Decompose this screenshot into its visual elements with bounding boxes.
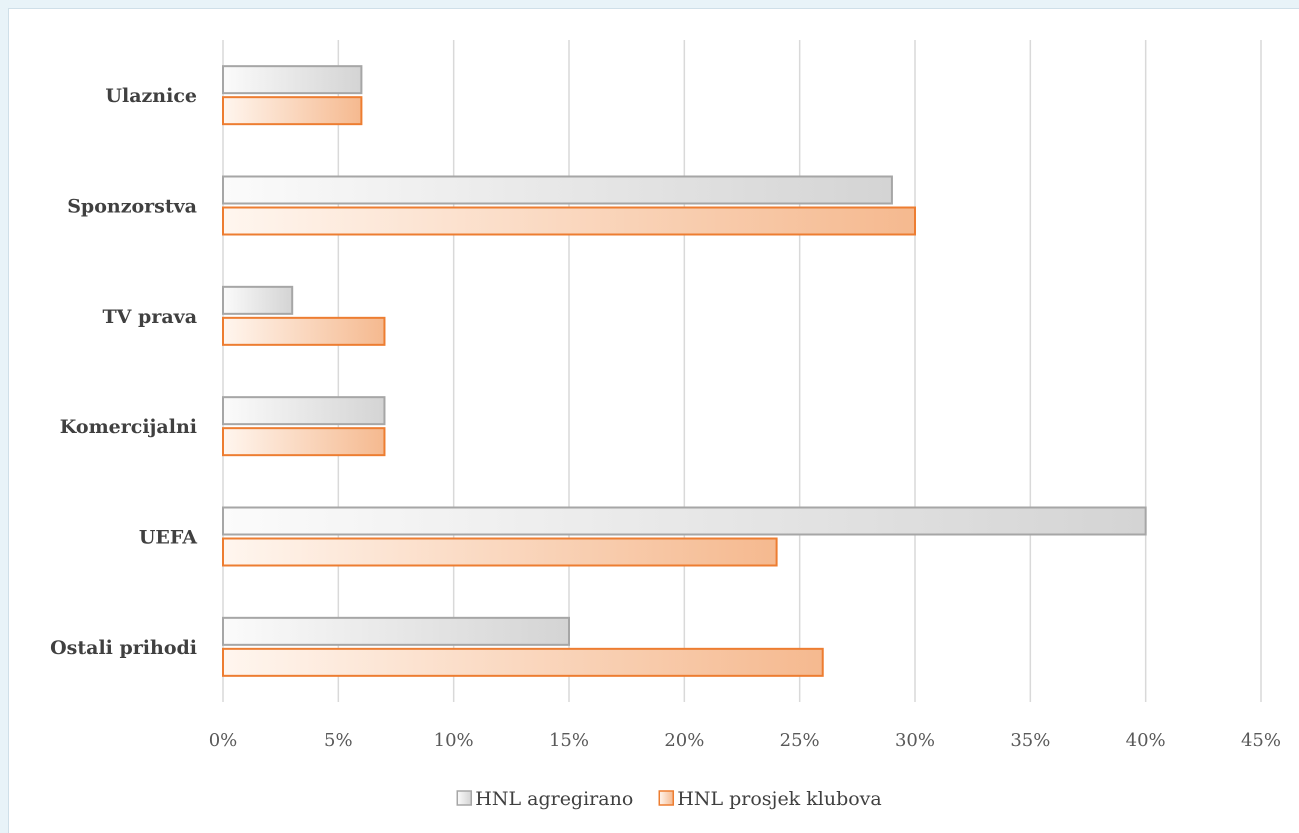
category-label: UEFA: [139, 527, 197, 549]
legend-label: HNL prosjek klubova: [677, 788, 881, 810]
x-tick-label: 30%: [895, 730, 935, 751]
x-tick-label: 25%: [780, 730, 820, 751]
x-tick-label: 45%: [1241, 730, 1281, 751]
bar-hnl-agregirano: [222, 285, 294, 315]
x-tick-label: 15%: [549, 730, 589, 751]
legend-item: HNL prosjek klubova: [658, 788, 882, 810]
category-label: Komercijalni: [60, 416, 197, 438]
bar-hnl-agregirano: [222, 506, 1147, 536]
bar-hnl-prosjek-klubova: [222, 96, 363, 126]
legend-item: HNL agregirano: [456, 788, 633, 810]
bar-hnl-prosjek-klubova: [222, 316, 386, 346]
gridlines: [222, 40, 1262, 702]
x-tick-label: 5%: [324, 730, 353, 751]
x-tick-label: 35%: [1010, 730, 1050, 751]
category-labels: Ulaznice Sponzorstva TV prava Komercijalni U…: [50, 85, 197, 659]
x-axis-tick-labels: 0% 5% 10% 15% 20% 25% 30% 35% 40% 45%: [209, 730, 1281, 751]
bar-hnl-agregirano: [222, 616, 570, 646]
bar-hnl-agregirano: [222, 65, 363, 95]
bar-hnl-agregirano: [222, 175, 893, 205]
legend-swatch: [456, 790, 473, 806]
legend-label: HNL agregirano: [475, 788, 633, 810]
bar-hnl-agregirano: [222, 396, 386, 426]
x-tick-label: 20%: [664, 730, 704, 751]
x-tick-label: 0%: [209, 730, 238, 751]
legend: HNL agregirano HNL prosjek klubova: [456, 788, 882, 810]
legend-swatch: [658, 790, 675, 806]
category-label: Ulaznice: [105, 85, 197, 107]
category-label: Ostali prihodi: [50, 637, 197, 659]
bar-hnl-prosjek-klubova: [222, 427, 386, 457]
bar-hnl-prosjek-klubova: [222, 206, 916, 236]
bar-hnl-prosjek-klubova: [222, 647, 824, 677]
bars: [222, 65, 1147, 677]
category-label: TV prava: [103, 306, 197, 328]
x-tick-label: 40%: [1126, 730, 1166, 751]
category-label: Sponzorstva: [67, 196, 197, 218]
bar-hnl-prosjek-klubova: [222, 537, 778, 567]
x-tick-label: 10%: [434, 730, 474, 751]
